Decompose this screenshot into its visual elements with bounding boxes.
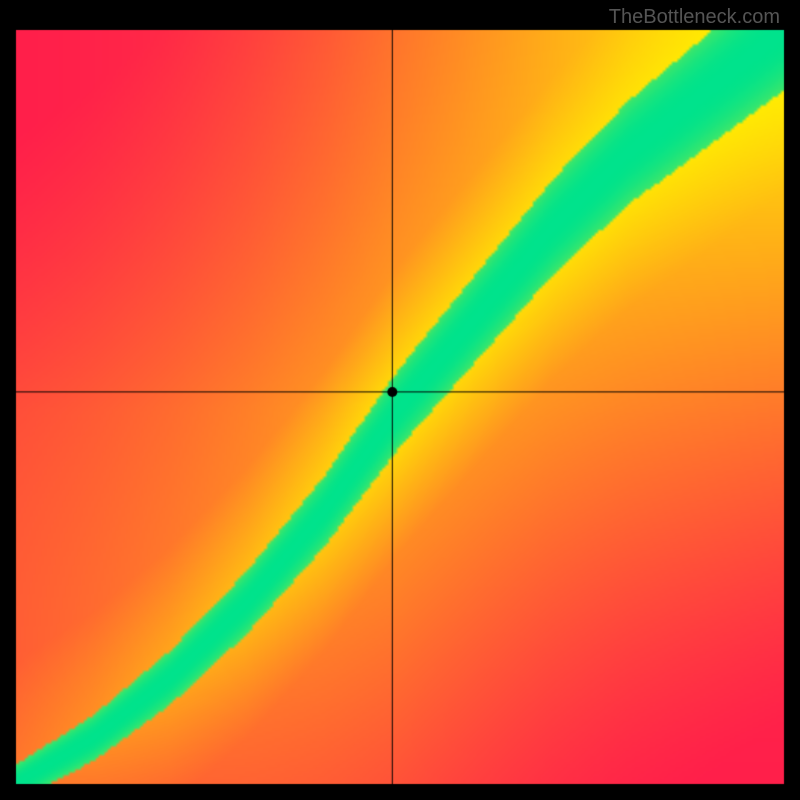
watermark-text: TheBottleneck.com bbox=[609, 6, 780, 29]
bottleneck-heatmap bbox=[0, 0, 800, 800]
chart-container: TheBottleneck.com bbox=[0, 0, 800, 800]
